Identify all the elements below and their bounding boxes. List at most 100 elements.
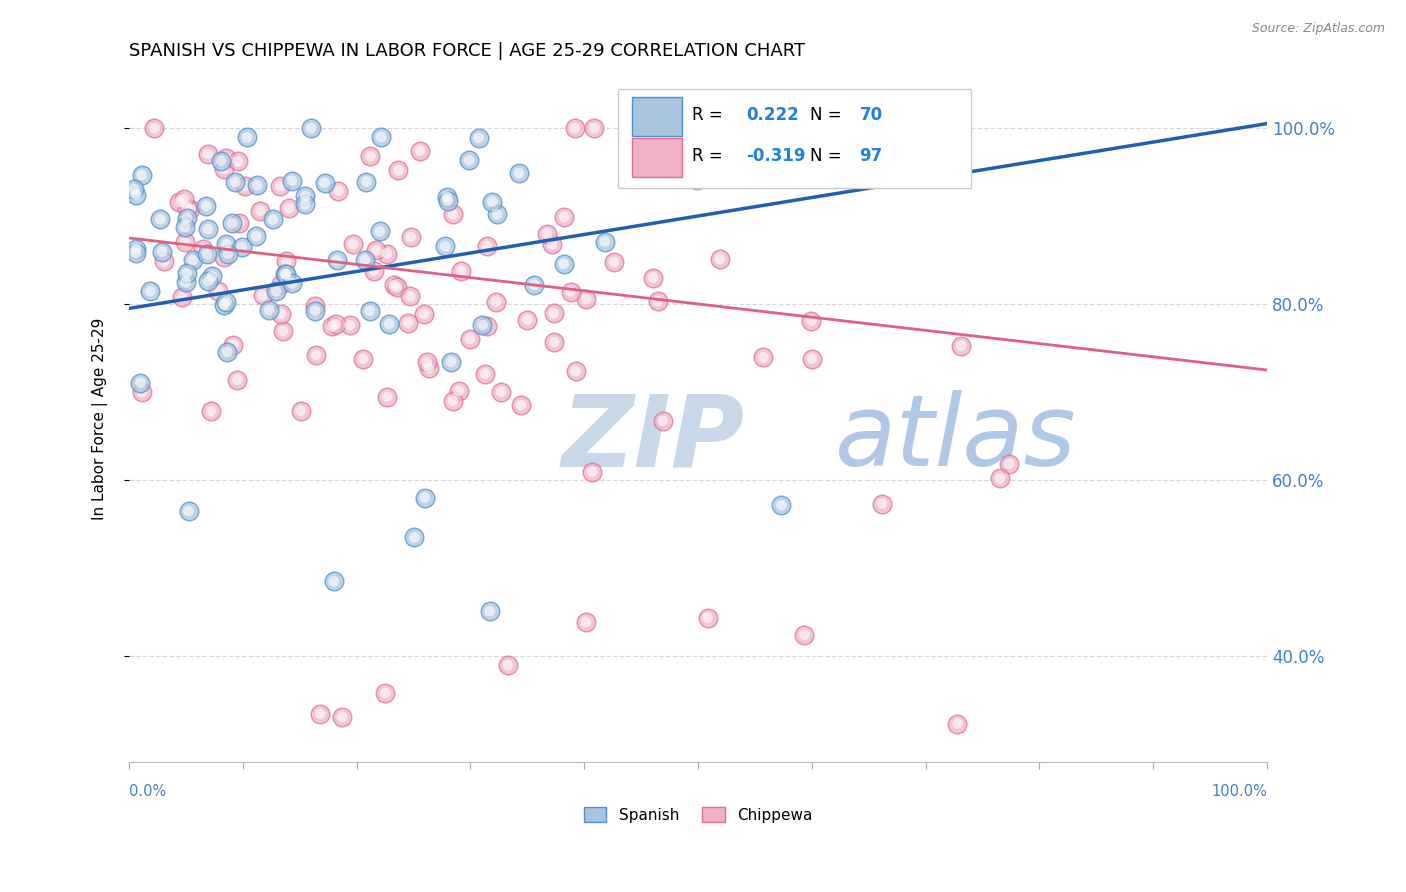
Point [366,244,388,258]
Point [226,154,249,169]
Point [226,373,249,387]
Point [485,294,508,309]
Point [131,168,153,182]
Point [564,120,586,135]
Point [378,317,401,331]
Point [399,289,422,303]
Point [328,184,350,198]
Point [143,120,166,135]
Point [686,172,709,186]
Point [215,294,238,309]
Point [363,263,385,277]
Point [560,285,582,299]
Point [314,176,336,190]
Point [173,219,195,234]
Point [485,294,508,309]
Point [450,264,472,278]
Point [475,239,498,253]
Point [233,179,256,194]
Point [173,192,195,206]
Point [800,351,823,366]
Point [553,257,575,271]
Point [647,294,669,309]
Point [643,270,665,285]
Point [252,288,274,302]
Point [478,604,501,618]
Point [404,531,426,545]
Point [378,317,401,331]
Point [257,302,280,317]
Point [143,120,166,135]
Point [212,161,235,176]
Point [387,163,409,178]
Point [304,300,326,314]
Point [474,367,496,381]
Point [560,285,582,299]
Point [274,268,297,282]
Point [150,244,173,259]
Point [177,504,200,518]
Point [382,278,405,293]
Point [217,246,239,260]
Point [486,207,509,221]
Point [209,153,232,168]
Point [169,195,191,210]
Point [277,201,299,215]
Point [686,172,709,186]
Point [299,120,322,135]
Point [304,303,326,318]
Point [200,404,222,418]
Point [197,222,219,236]
Point [581,465,603,479]
Point [170,290,193,304]
Point [191,242,214,256]
Point [217,344,239,359]
Point [441,393,464,408]
Point [221,216,243,230]
Point [415,355,437,369]
Point [418,361,440,376]
Point [249,203,271,218]
Point [252,288,274,302]
Point [450,264,472,278]
Point [321,319,343,334]
Point [195,247,218,261]
Point [643,270,665,285]
Point [458,153,481,168]
Point [125,242,148,256]
Point [173,192,195,206]
Point [176,266,198,280]
Point [375,246,398,260]
Point [173,235,195,249]
Point [139,284,162,298]
Point [179,202,201,216]
Point [800,313,823,327]
Point [269,179,291,194]
Point [294,197,316,211]
Point [322,574,344,589]
Point [321,319,343,334]
Point [651,414,673,428]
Point [752,351,775,365]
Point [368,224,391,238]
Point [246,178,269,193]
Point [458,332,481,346]
Point [125,246,148,260]
Point [326,253,349,268]
Text: -0.319: -0.319 [745,147,806,165]
Point [770,498,793,512]
Point [477,318,499,333]
Point [150,244,173,259]
Point [212,250,235,264]
Point [149,212,172,227]
Point [173,235,195,249]
Point [374,686,396,700]
Point [270,307,292,321]
Point [508,166,530,180]
Point [176,211,198,225]
Point [281,173,304,187]
Point [447,384,470,398]
Point [131,385,153,400]
Text: ZIP: ZIP [561,391,745,487]
Point [197,147,219,161]
